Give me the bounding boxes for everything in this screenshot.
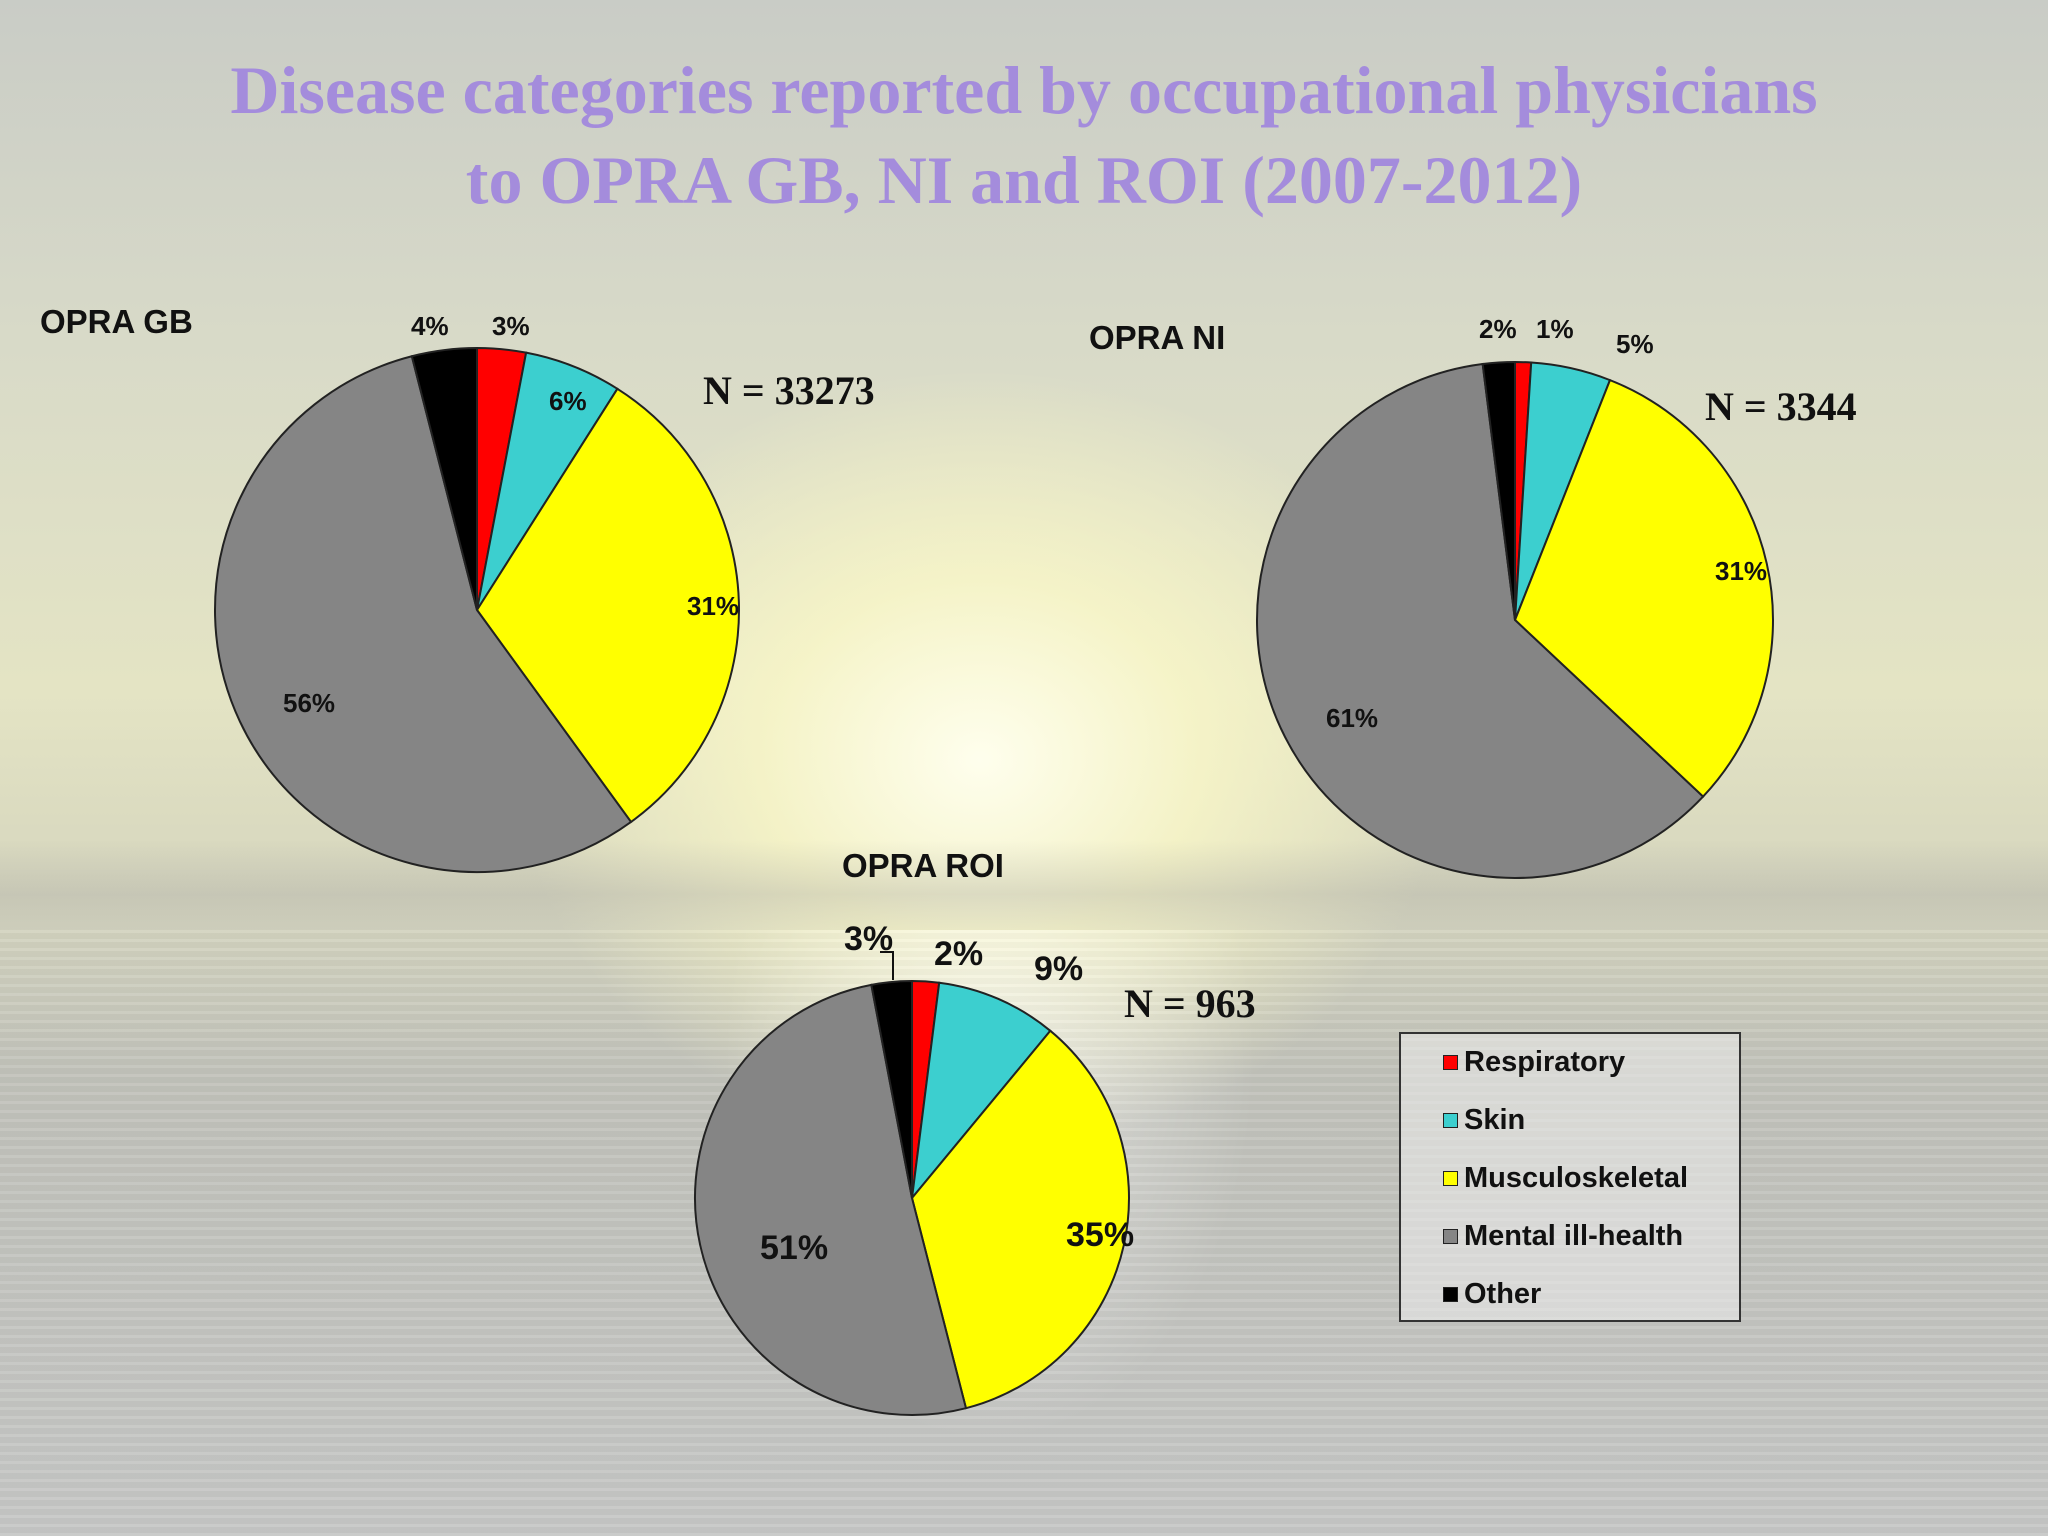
legend-swatch <box>1443 1228 1458 1244</box>
background-skyline <box>0 840 2048 930</box>
legend-swatch <box>1443 1170 1458 1186</box>
data-label-ni-respiratory: 1% <box>1536 314 1574 344</box>
legend-item-other: Other <box>1443 1278 1541 1310</box>
pie-slice-ni-mental-ill-health <box>1255 362 1705 879</box>
pie-slice-roi-other <box>870 979 913 1199</box>
data-label-ni-mental-ill-health: 61% <box>1326 703 1378 733</box>
chart-title-gb: OPRA GB <box>40 303 193 340</box>
pie-slice-gb-other <box>410 346 478 611</box>
legend-swatch <box>1443 1054 1458 1070</box>
data-label-gb-skin: 6% <box>549 386 587 416</box>
legend-item-mental-ill-health: Mental ill-health <box>1443 1220 1683 1252</box>
pie-slice-gb-musculoskeletal <box>475 387 740 824</box>
pie-chart-ni: 1% 5% 31% 61% 2% OPRA NI N = 3344 <box>1089 314 1857 879</box>
legend-label: Other <box>1464 1277 1542 1310</box>
pie-slice-roi-musculoskeletal <box>910 1029 1130 1410</box>
legend-label: Respiratory <box>1464 1045 1626 1078</box>
data-label-gb-respiratory: 3% <box>492 311 530 341</box>
leader-line-roi-other <box>880 951 894 980</box>
data-label-roi-respiratory: 2% <box>934 935 983 973</box>
data-label-roi-skin: 9% <box>1034 950 1083 988</box>
pie-slice-ni-other <box>1481 360 1516 621</box>
data-label-roi-mental-ill-health: 51% <box>760 1229 828 1267</box>
chart-legend: Respiratory Skin Musculoskeletal Mental ill… <box>1399 1032 1741 1322</box>
slide-title-line-2: to OPRA GB, NI and ROI (2007-2012) <box>465 142 1583 218</box>
data-label-ni-other: 2% <box>1479 314 1517 344</box>
pie-chart-gb: 3% 6% 31% 56% 4% OPRA GB N = 33273 <box>40 303 875 873</box>
legend-label: Mental ill-health <box>1464 1219 1684 1252</box>
slide-title-line-1: Disease categories reported by occupatio… <box>230 52 1818 128</box>
pie-slice-ni-musculoskeletal <box>1513 378 1774 799</box>
data-label-ni-skin: 5% <box>1616 329 1654 359</box>
sample-size-label-ni: N = 3344 <box>1705 384 1857 429</box>
data-label-roi-musculoskeletal: 35% <box>1066 1216 1134 1254</box>
pie-slice-roi-mental-ill-health <box>694 983 968 1416</box>
chart-title-ni: OPRA NI <box>1089 319 1225 356</box>
legend-item-musculoskeletal: Musculoskeletal <box>1443 1162 1688 1194</box>
slide-title: Disease categories reported by occupatio… <box>0 45 2048 225</box>
legend-label: Skin <box>1464 1103 1526 1136</box>
data-label-gb-other: 4% <box>411 311 449 341</box>
pie-slice-roi-skin <box>910 981 1052 1202</box>
legend-swatch <box>1443 1286 1458 1302</box>
data-label-ni-musculoskeletal: 31% <box>1715 556 1767 586</box>
data-label-gb-mental-ill-health: 56% <box>283 688 335 718</box>
legend-swatch <box>1443 1112 1458 1128</box>
data-label-gb-musculoskeletal: 31% <box>687 591 739 621</box>
chart-title-roi: OPRA ROI <box>842 847 1004 884</box>
legend-item-skin: Skin <box>1443 1104 1525 1136</box>
sample-size-label-gb: N = 33273 <box>703 368 875 413</box>
legend-item-respiratory: Respiratory <box>1443 1046 1625 1078</box>
sample-size-label-roi: N = 963 <box>1124 981 1256 1026</box>
pie-slice-gb-mental-ill-health <box>214 355 633 873</box>
legend-label: Musculoskeletal <box>1464 1161 1689 1194</box>
